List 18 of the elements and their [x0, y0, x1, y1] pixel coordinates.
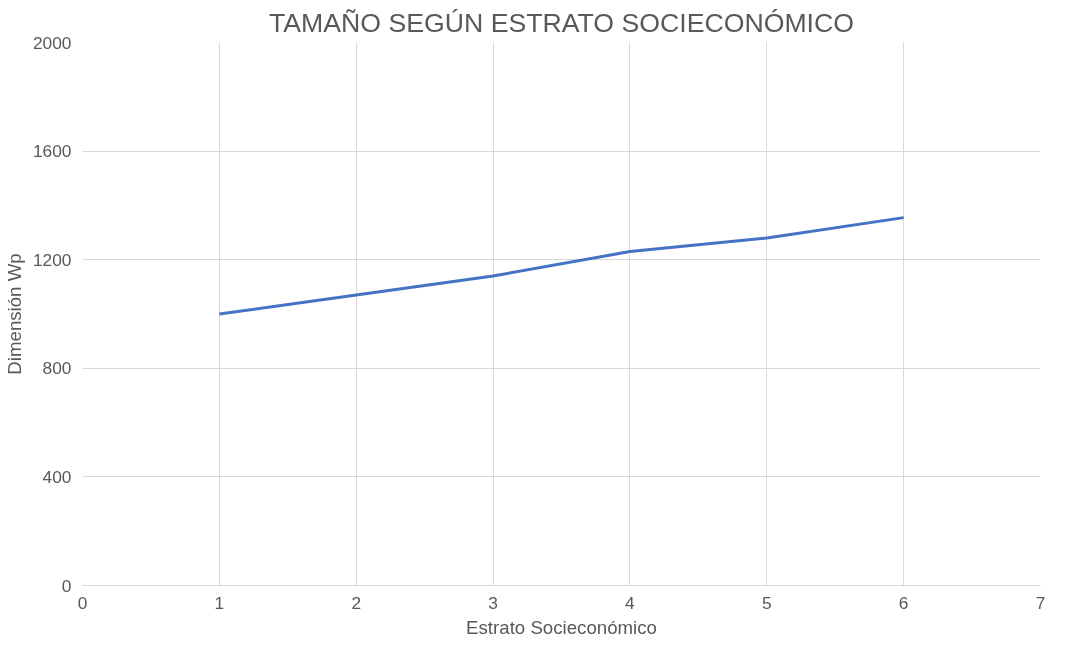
x-tick-label: 7: [1035, 592, 1046, 613]
line-series: [217, 216, 906, 316]
x-tick-label: 5: [761, 592, 772, 613]
x-tick-label: 3: [488, 592, 498, 613]
y-tick-label: 0: [61, 575, 72, 596]
x-tick-label: 4: [625, 592, 636, 613]
x-tick-label: 0: [77, 592, 88, 613]
x-tick-label: 1: [214, 592, 225, 613]
y-tick-label: 1200: [32, 249, 72, 270]
y-tick-label: 400: [42, 466, 72, 487]
x-tick-label: 2: [351, 592, 362, 613]
y-tick-label: 2000: [32, 32, 72, 53]
x-axis-title: Estrato Socieconómico: [466, 616, 657, 638]
y-tick-label: 1600: [32, 141, 72, 162]
y-axis-title: Dimensión Wp: [3, 253, 25, 375]
y-tick-label: 800: [42, 358, 72, 379]
chart-title: TAMAÑO SEGÚN ESTRATO SOCIECONÓMICO: [269, 7, 855, 38]
x-tick-label: 6: [898, 592, 909, 613]
